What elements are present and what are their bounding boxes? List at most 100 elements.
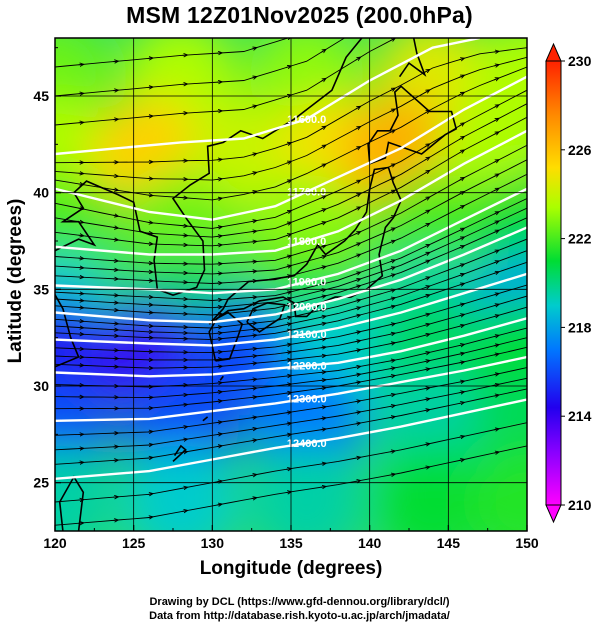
flow-arrow	[390, 360, 395, 361]
flow-arrow	[424, 444, 430, 445]
flow-arrow	[286, 143, 291, 145]
y-tick-label: 40	[33, 185, 49, 201]
flow-arrow	[217, 401, 222, 402]
flow-arrow	[390, 298, 395, 299]
flow-arrow	[147, 517, 153, 518]
flow-arrow	[355, 374, 361, 375]
x-tick-label: 135	[279, 535, 303, 551]
flow-arrow	[251, 172, 257, 173]
colorbar-tick-label: 218	[568, 319, 592, 335]
flow-arrow	[320, 209, 326, 211]
flow-arrow	[320, 283, 326, 284]
x-tick-label: 140	[358, 535, 382, 551]
flow-arrow	[217, 392, 222, 393]
contour-label: 11800.0	[287, 236, 326, 248]
x-tick-label: 125	[122, 535, 146, 551]
flow-arrow	[355, 286, 361, 288]
flow-arrow	[320, 323, 326, 324]
flow-arrow	[459, 206, 464, 208]
flow-arrow	[286, 423, 291, 424]
flow-arrow	[390, 417, 395, 418]
flow-arrow	[459, 362, 464, 363]
flow-arrow	[355, 412, 361, 413]
flow-arrow	[355, 272, 361, 274]
flow-arrow	[251, 440, 257, 441]
flow-arrow	[286, 66, 291, 67]
flow-arrow	[389, 260, 395, 262]
flow-arrow	[182, 487, 187, 488]
flow-arrow	[320, 316, 326, 317]
flow-arrow	[493, 429, 499, 430]
flow-arrow	[320, 222, 326, 224]
flow-arrow	[390, 333, 395, 334]
height-contour	[55, 317, 527, 378]
flow-arrow	[251, 475, 257, 476]
flow-arrow	[320, 256, 326, 257]
flow-arrow	[147, 494, 153, 495]
flow-arrow	[251, 221, 257, 222]
flow-arrow	[459, 436, 464, 437]
flow-arrow	[320, 267, 326, 268]
flow-arrow	[251, 231, 257, 232]
flow-arrow	[424, 210, 430, 213]
flow-arrow	[424, 295, 430, 297]
temperature-sample	[185, 96, 302, 212]
credit-data: Data from http://database.rish.kyoto-u.a…	[149, 610, 450, 622]
flow-arrow	[424, 334, 430, 335]
contour-label: 12000.0	[287, 302, 327, 314]
flow-arrow	[493, 335, 499, 336]
flow-arrow	[390, 9, 395, 11]
flow-arrow	[320, 50, 326, 53]
temperature-sample	[469, 444, 527, 531]
flow-arrow	[390, 324, 395, 325]
flow-arrow	[320, 339, 326, 340]
x-tick-label: 145	[437, 535, 461, 551]
flow-arrow	[286, 222, 291, 224]
flow-arrow	[355, 180, 361, 182]
flow-arrow	[286, 492, 291, 493]
flow-arrow	[251, 388, 257, 389]
y-tick-label: 35	[33, 281, 49, 297]
flow-arrow	[424, 197, 430, 200]
flow-arrow	[320, 372, 326, 373]
flow-arrow	[389, 228, 395, 230]
flow-arrow	[113, 239, 118, 240]
coastline	[55, 293, 80, 368]
flow-arrow	[216, 446, 222, 447]
flow-arrow	[356, 0, 361, 2]
flow-arrow	[459, 123, 464, 126]
flow-arrow	[493, 452, 499, 453]
flow-arrow	[147, 222, 153, 223]
colorbar-min-arrow	[545, 504, 562, 524]
flow-arrow	[459, 264, 464, 266]
flow-arrow	[355, 382, 361, 383]
temperature-sample	[122, 444, 239, 531]
flow-arrow	[355, 232, 361, 234]
flow-arrow	[424, 277, 430, 279]
flow-arrow	[493, 78, 499, 80]
flow-arrow	[320, 463, 326, 464]
flow-arrow	[320, 79, 326, 82]
streamline	[55, 38, 60, 39]
contour-label: 12100.0	[287, 329, 327, 341]
flow-arrow	[320, 407, 326, 408]
flow-arrow	[493, 304, 499, 305]
x-axis-label: Longitude (degrees)	[199, 558, 383, 579]
flow-arrow	[493, 174, 499, 176]
flow-arrow	[459, 304, 464, 305]
flow-arrow	[493, 51, 499, 52]
flow-arrow	[321, 21, 326, 24]
colorbar-tick-label: 230	[568, 53, 592, 69]
flow-arrow	[424, 253, 430, 255]
coastline	[246, 302, 286, 333]
flow-arrow	[493, 132, 499, 134]
flow-arrow	[113, 189, 118, 190]
flow-arrow	[286, 434, 291, 435]
flow-arrow	[286, 412, 291, 413]
flow-arrow	[355, 341, 361, 342]
flow-arrow	[320, 347, 326, 348]
height-contour	[55, 75, 527, 221]
flow-arrow	[390, 451, 395, 452]
flow-arrow	[286, 234, 291, 236]
flow-arrow	[286, 324, 291, 325]
